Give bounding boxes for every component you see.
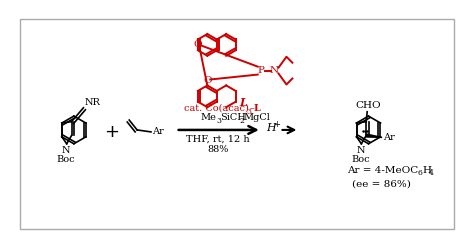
Text: P: P xyxy=(257,66,264,75)
Text: O: O xyxy=(203,76,212,85)
Polygon shape xyxy=(366,134,382,137)
Text: H: H xyxy=(423,166,432,175)
Text: Ar = 4-MeOC: Ar = 4-MeOC xyxy=(347,166,418,175)
Text: 4: 4 xyxy=(429,169,434,177)
Text: CHO: CHO xyxy=(356,101,381,110)
Text: Boc: Boc xyxy=(351,155,370,164)
Text: Boc: Boc xyxy=(56,155,75,164)
Text: N: N xyxy=(270,66,279,75)
Text: +: + xyxy=(273,121,281,129)
Text: (ee = 86%): (ee = 86%) xyxy=(352,180,411,189)
Text: –: – xyxy=(250,104,255,113)
Text: SiCH: SiCH xyxy=(220,113,246,122)
Text: O: O xyxy=(193,40,202,49)
Text: THF, rt, 12 h: THF, rt, 12 h xyxy=(186,135,250,144)
Text: 88%: 88% xyxy=(208,145,229,154)
Text: Me: Me xyxy=(201,113,216,122)
Text: 6: 6 xyxy=(418,169,423,177)
Text: +: + xyxy=(104,123,119,141)
Text: 3: 3 xyxy=(216,117,221,125)
Text: NR: NR xyxy=(84,98,100,107)
Text: MgCl: MgCl xyxy=(244,113,271,122)
Text: Ar: Ar xyxy=(152,127,164,136)
Text: 3: 3 xyxy=(246,108,251,116)
Text: H: H xyxy=(267,123,276,133)
Text: L: L xyxy=(239,97,247,108)
Text: Ar: Ar xyxy=(383,133,395,142)
Text: N: N xyxy=(62,146,70,155)
Text: L: L xyxy=(254,104,261,113)
Text: N: N xyxy=(356,146,365,155)
FancyBboxPatch shape xyxy=(20,19,454,229)
Text: 2: 2 xyxy=(240,117,245,125)
Text: cat. Co(acac): cat. Co(acac) xyxy=(184,103,249,112)
